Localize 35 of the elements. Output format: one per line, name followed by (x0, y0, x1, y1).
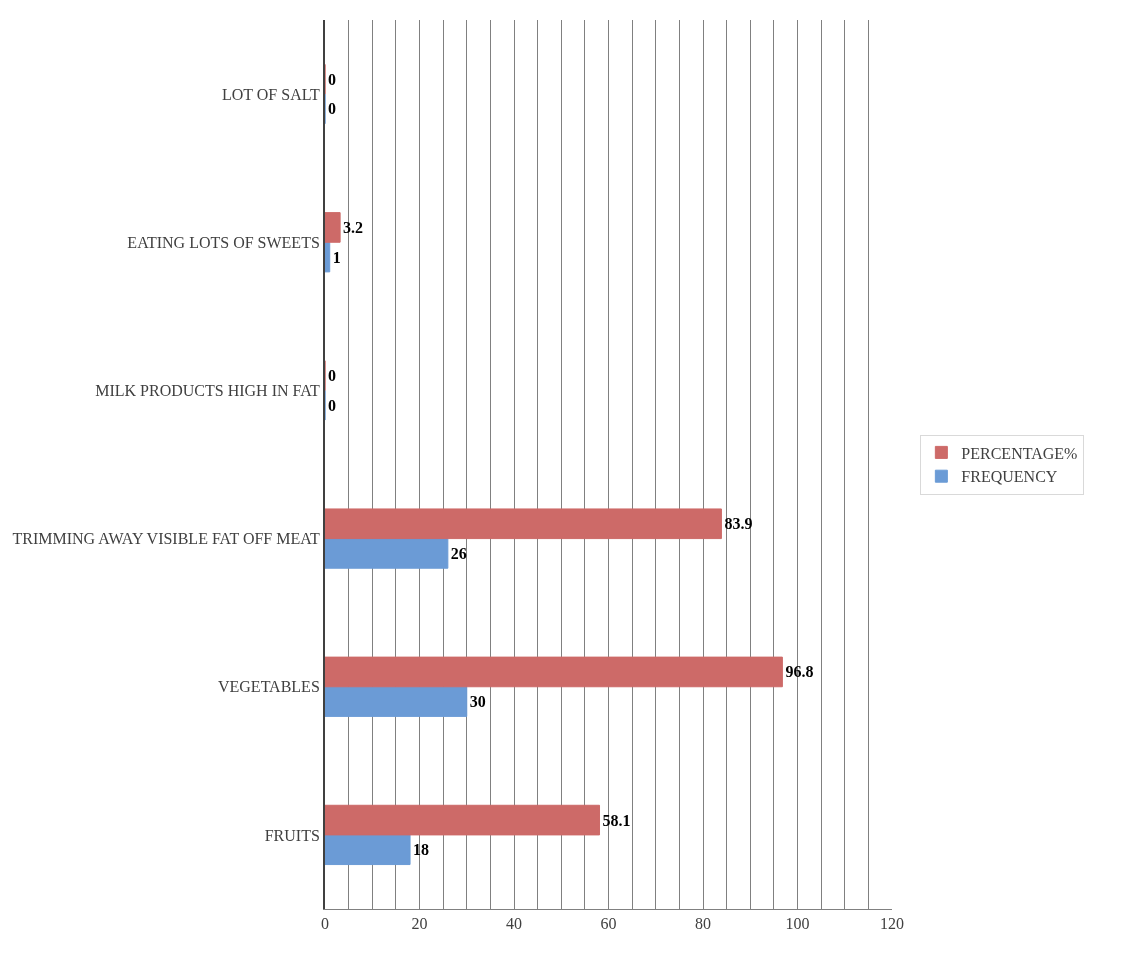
x-tick-label: 80 (695, 915, 711, 933)
y-tick-label: EATING LOTS OF SWEETS (127, 233, 320, 251)
x-tick-label: 0 (321, 915, 329, 933)
data-label: 1 (332, 248, 341, 266)
x-tick-label: 40 (506, 915, 522, 933)
bar (325, 804, 601, 836)
data-label: 0 (328, 396, 336, 414)
data-label: 0 (328, 100, 336, 118)
bar (325, 241, 331, 273)
data-label: 18 (413, 841, 430, 859)
y-tick-label: TRIMMING AWAY VISIBLE FAT OFF MEAT (12, 530, 321, 548)
bar (325, 212, 341, 243)
y-tick-label: VEGETABLES (217, 678, 320, 696)
data-label: 26 (450, 544, 467, 562)
y-tick-label: LOT OF SALT (222, 85, 321, 103)
data-label: 30 (469, 693, 486, 711)
bar (325, 656, 783, 688)
bar (325, 834, 411, 866)
x-tick-label: 20 (411, 915, 428, 933)
data-label: 0 (328, 70, 336, 88)
y-tick-label: MILK PRODUCTS HIGH IN FAT (95, 382, 321, 400)
data-label: 96.8 (785, 663, 814, 681)
bar (325, 538, 449, 569)
y-tick-label: FRUITS (264, 826, 320, 844)
data-label: 3.2 (343, 218, 364, 236)
x-tick-label: 60 (600, 915, 617, 933)
x-tick-label: 120 (880, 915, 904, 933)
legend-label: FREQUENCY (961, 468, 1058, 486)
bar (325, 686, 468, 717)
legend-label: PERCENTAGE% (961, 444, 1078, 462)
x-tick-label: 100 (785, 915, 810, 933)
data-label: 83.9 (724, 515, 753, 533)
data-label: 0 (328, 367, 336, 385)
bar (325, 508, 722, 540)
data-label: 58.1 (602, 811, 631, 829)
